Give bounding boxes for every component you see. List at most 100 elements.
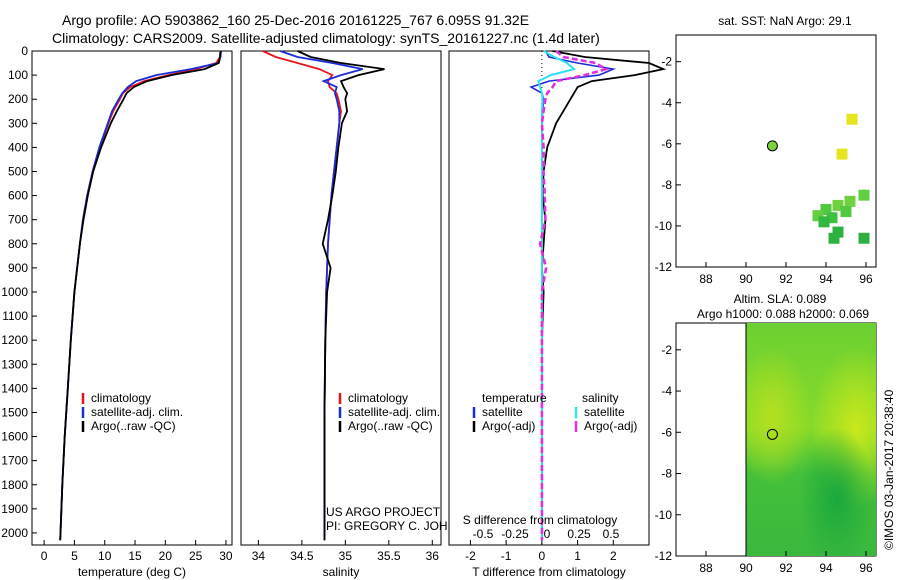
x-tick-label: 15 bbox=[128, 549, 142, 563]
x-tick-label: 35 bbox=[339, 549, 353, 563]
sst-data-point bbox=[826, 212, 838, 224]
y-tick-label: 1800 bbox=[1, 478, 28, 492]
legend-label: satellite bbox=[482, 405, 523, 419]
y-tick-label: 1100 bbox=[2, 309, 28, 323]
sst-data-point bbox=[846, 113, 858, 125]
y-tick-label: 500 bbox=[8, 164, 28, 178]
x2-tick-label: 0 bbox=[544, 527, 551, 541]
series-line-salinity-argo-adj- bbox=[538, 50, 610, 541]
salinity-panel: 34 34.5 35 35.5 36 salinity climatologysatel… bbox=[240, 50, 482, 579]
y-tick-label: 1000 bbox=[1, 285, 28, 299]
x-tick-label: 2 bbox=[610, 549, 617, 563]
sst-map-panel: sat. SST: NaN Argo: 29.1 88 90 92 94 96 -2 -4 -… bbox=[655, 14, 877, 286]
map-x-tick-label: 96 bbox=[859, 272, 873, 286]
sst-data-point bbox=[840, 206, 852, 218]
x-tick-label: 5 bbox=[71, 549, 78, 563]
salinity-xlabel: salinity bbox=[323, 565, 360, 579]
sla-map-title-line2: Argo h1000: 0.088 h2000: 0.069 bbox=[697, 307, 869, 321]
legend-label: Argo(-adj) bbox=[482, 419, 535, 433]
map-x-tick-label: 90 bbox=[739, 561, 753, 575]
legend-label: Argo(-adj) bbox=[584, 419, 637, 433]
x-tick-label: 1 bbox=[574, 549, 581, 563]
sst-data-point bbox=[832, 226, 844, 238]
map-y-tick-label: -2 bbox=[661, 55, 672, 69]
y-tick-label: 1600 bbox=[1, 430, 28, 444]
map-x-tick-label: 94 bbox=[819, 561, 833, 575]
difference-legend: temperaturesatelliteArgo(-adj)salinitysa… bbox=[472, 391, 637, 433]
sst-data-point bbox=[836, 148, 848, 160]
map-y-tick-label: -12 bbox=[655, 549, 673, 563]
x2-tick-label: 0.25 bbox=[567, 527, 591, 541]
x-tick-label: 35.5 bbox=[377, 549, 401, 563]
x-tick-label: 34 bbox=[252, 549, 266, 563]
legend-label: climatology bbox=[348, 391, 408, 405]
sst-data-point bbox=[828, 232, 840, 244]
sla-heatmap-low-south bbox=[746, 323, 876, 556]
map-x-tick-label: 92 bbox=[779, 272, 793, 286]
series-line-argo-raw-qc- bbox=[297, 50, 385, 541]
sst-data-point bbox=[832, 199, 844, 211]
y-tick-label: 1700 bbox=[1, 454, 28, 468]
x2-tick-label: -0.5 bbox=[473, 527, 494, 541]
x-tick-label: -1 bbox=[501, 549, 512, 563]
y-tick-label: 1500 bbox=[1, 405, 28, 419]
x-tick-label: 25 bbox=[189, 549, 203, 563]
argo-float-marker bbox=[766, 140, 778, 152]
difference-plot-frame bbox=[448, 50, 650, 546]
sst-data-point bbox=[858, 232, 870, 244]
map-x-tick-label: 94 bbox=[819, 272, 833, 286]
map-y-tick-label: -10 bbox=[655, 508, 673, 522]
y-tick-label: 400 bbox=[8, 140, 28, 154]
difference-panel: -2 -1 0 1 2 -0.5 -0.25 0 0.25 0.5 T difference f… bbox=[448, 50, 667, 579]
header-line2: Climatology: CARS2009. Satellite-adjuste… bbox=[52, 30, 600, 46]
y-tick-label: 1400 bbox=[1, 381, 28, 395]
x-tick-label: 0 bbox=[539, 549, 546, 563]
map-x-tick-label: 96 bbox=[859, 561, 873, 575]
map-y-tick-label: -6 bbox=[661, 137, 672, 151]
argo-float-marker-sla bbox=[766, 428, 778, 440]
legend-label: satellite-adj. clim. bbox=[91, 405, 183, 419]
credit-line1: US ARGO PROJECT bbox=[326, 505, 441, 519]
map-y-tick-label: -12 bbox=[655, 260, 673, 274]
map-y-tick-label: -6 bbox=[661, 425, 672, 439]
y-tick-label: 100 bbox=[8, 68, 28, 82]
legend-title-salinity: salinity bbox=[582, 391, 619, 405]
imos-watermark: ©IMOS 03-Jan-2017 20:38:40 bbox=[882, 389, 896, 550]
temperature-panel: 0 5 10 15 20 25 30 0 100 200 300 400 500 600 700 800 90… bbox=[1, 44, 233, 579]
sst-data-point bbox=[858, 189, 870, 201]
map-y-tick-label: -4 bbox=[661, 96, 672, 110]
x2-tick-label: -0.25 bbox=[501, 527, 529, 541]
map-x-tick-label: 92 bbox=[779, 561, 793, 575]
x2-tick-label: 0.5 bbox=[603, 527, 620, 541]
x-tick-label: 0 bbox=[41, 549, 48, 563]
legend-label: satellite bbox=[584, 405, 625, 419]
sst-data-point bbox=[820, 204, 832, 216]
map-y-tick-label: -2 bbox=[661, 343, 672, 357]
y-tick-label: 0 bbox=[21, 44, 28, 58]
y-tick-label: 200 bbox=[8, 92, 28, 106]
x-tick-label: 34.5 bbox=[290, 549, 314, 563]
temperature-xlabel: temperature (deg C) bbox=[78, 565, 186, 579]
x-tick-label: 30 bbox=[219, 549, 233, 563]
legend-title-temperature: temperature bbox=[482, 391, 547, 405]
series-line-argo-raw-qc- bbox=[59, 50, 222, 541]
credit-line2: PI: GREGORY C. JOHNSON bbox=[326, 519, 482, 533]
sla-map-panel: Altim. SLA: 0.089 Argo h1000: 0.088 h200… bbox=[655, 292, 877, 575]
sla-map-title-line1: Altim. SLA: 0.089 bbox=[734, 292, 827, 306]
y-tick-label: 900 bbox=[8, 261, 28, 275]
map-x-tick-label: 88 bbox=[699, 561, 713, 575]
y-tick-label: 1900 bbox=[1, 502, 28, 516]
map-x-tick-label: 90 bbox=[739, 272, 753, 286]
map-y-tick-label: -8 bbox=[661, 467, 672, 481]
legend-label: Argo(..raw -QC) bbox=[91, 419, 176, 433]
t-difference-xlabel: T difference from climatology bbox=[472, 565, 626, 579]
map-x-tick-label: 88 bbox=[699, 272, 713, 286]
y-tick-label: 700 bbox=[8, 213, 28, 227]
sst-data-point bbox=[844, 195, 856, 207]
map-y-tick-label: -10 bbox=[655, 219, 673, 233]
x-tick-label: -2 bbox=[465, 549, 476, 563]
s-difference-xlabel: S difference from climatology bbox=[463, 513, 618, 527]
map-y-tick-label: -8 bbox=[661, 178, 672, 192]
